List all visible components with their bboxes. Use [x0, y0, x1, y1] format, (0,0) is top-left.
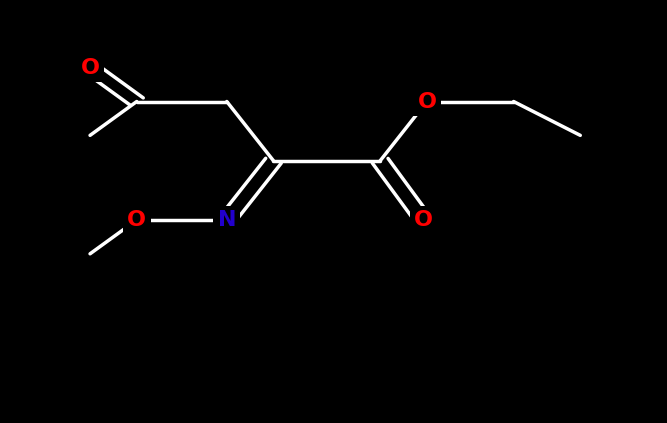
Text: O: O [418, 91, 436, 112]
Text: N: N [217, 210, 236, 230]
Text: O: O [127, 210, 146, 230]
Text: O: O [81, 58, 99, 78]
Text: O: O [414, 210, 433, 230]
